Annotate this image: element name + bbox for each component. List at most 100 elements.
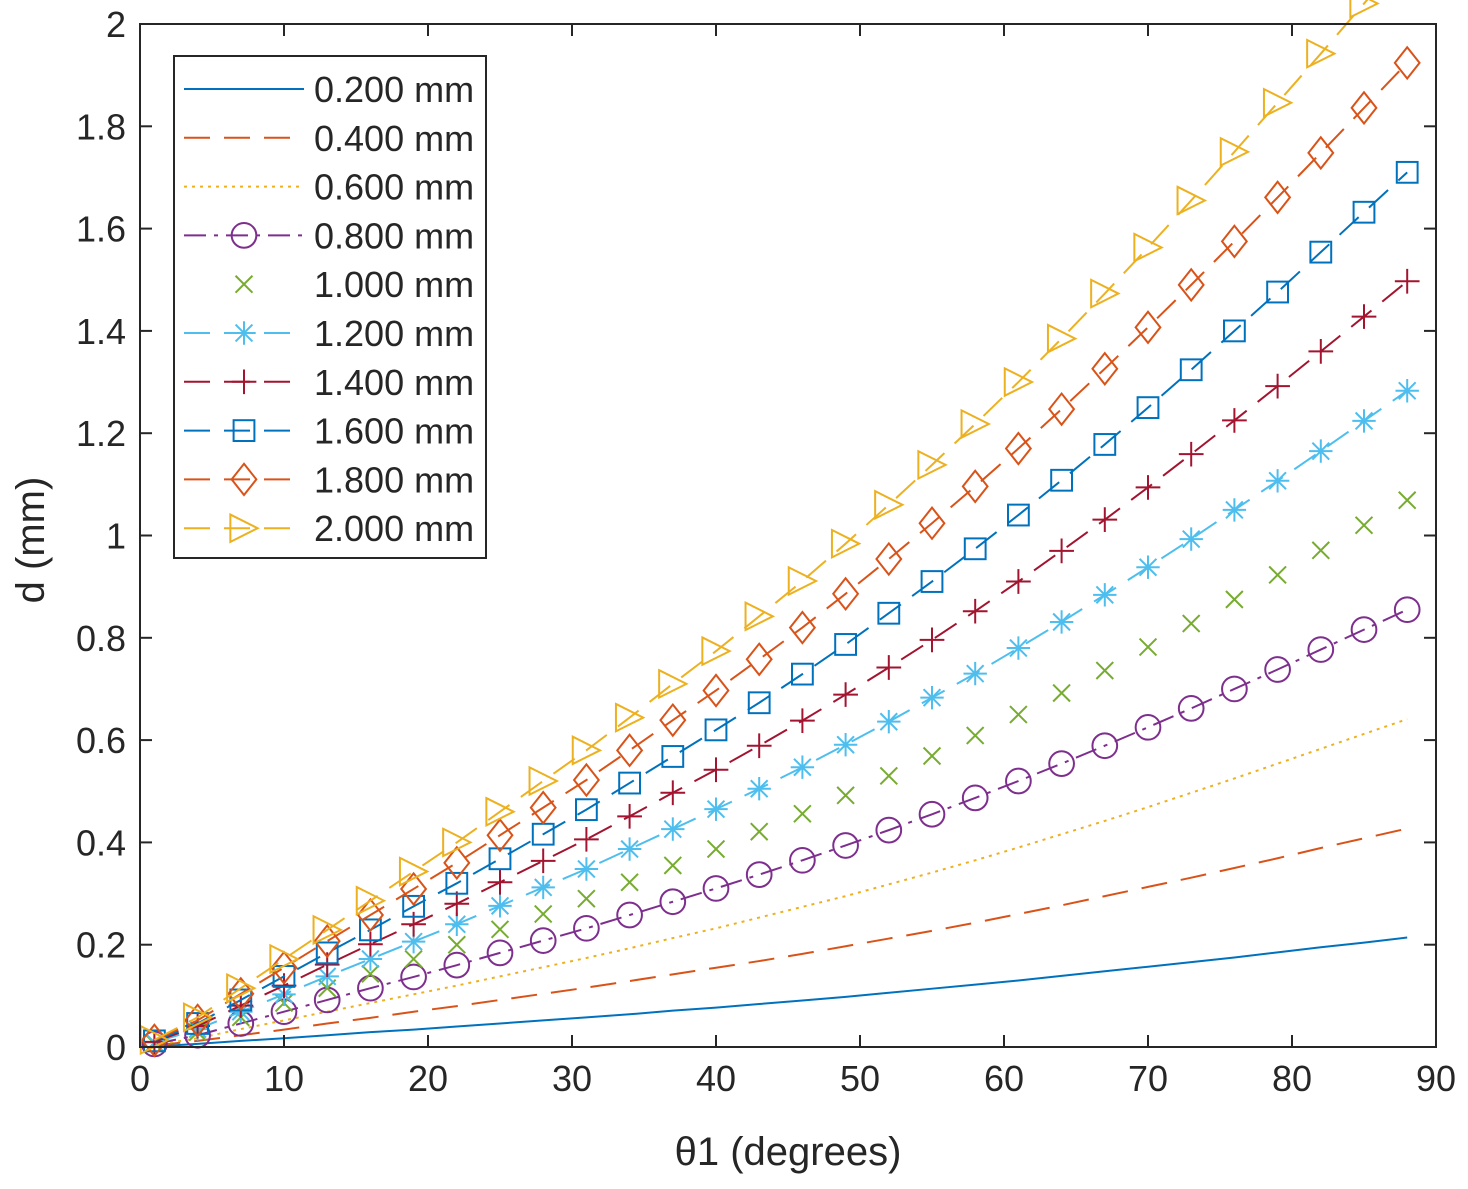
legend-entry: 0.800 mm [184,215,474,256]
legend-label: 1.600 mm [314,411,474,452]
data-point-x [1138,637,1158,657]
y-tick-label: 0.2 [76,925,126,966]
data-point-diamond [1134,310,1162,345]
data-point-star [1352,409,1376,433]
data-point-star [1395,379,1419,403]
data-point-circle [832,832,859,859]
data-point-x [1268,565,1287,585]
data-point-plus [530,848,556,874]
data-point-diamond [961,469,989,504]
data-point-circle [1264,656,1291,683]
data-point-circle [961,784,989,812]
data-point-star [704,797,728,821]
data-point-plus [703,757,729,783]
data-point-circle [230,222,258,249]
data-point-diamond [1220,224,1249,259]
data-point-square [920,570,944,593]
data-point-square [1395,160,1419,184]
data-point-circle [918,800,946,828]
data-point-x [1225,590,1244,609]
data-point-x [663,856,682,875]
data-point-plus [919,627,945,653]
data-point-diamond [788,610,817,645]
y-tick-label: 0.6 [76,720,126,761]
x-tick-label: 20 [408,1058,448,1099]
data-point-star [488,894,512,918]
data-point-star [1222,498,1247,522]
data-point-diamond [659,702,687,738]
data-point-circle [875,816,903,844]
x-axis-label: θ1 (degrees) [675,1130,902,1174]
x-tick-label: 60 [984,1058,1024,1099]
x-tick-label: 50 [840,1058,880,1099]
data-point-plus [962,598,988,624]
data-point-star [358,947,383,971]
data-point-diamond [1004,431,1033,466]
data-point-square [791,662,814,686]
data-point-diamond [572,762,601,798]
y-tick-label: 1.6 [76,209,126,250]
data-point-star [833,733,858,757]
data-point-circle [616,901,643,929]
x-tick-label: 80 [1272,1058,1312,1099]
series-line [154,389,1408,1044]
data-point-star [1309,439,1333,463]
data-point-circle [400,963,427,991]
data-point-square [575,798,598,822]
data-point-x [1182,614,1201,633]
series-line [154,827,1408,1047]
data-point-plus [876,655,902,680]
data-point-star [877,709,901,734]
data-point-circle [486,939,514,967]
data-point-plus [1222,408,1247,433]
data-point-x [1398,491,1417,510]
data-point-diamond [831,576,860,612]
y-tick-label: 0.8 [76,618,126,659]
data-point-square [1093,433,1117,456]
legend-entry: 1.200 mm [184,313,474,354]
data-point-triangle [182,1002,214,1033]
data-point-triangle [355,885,387,916]
x-tick-label: 90 [1416,1058,1456,1099]
data-point-triangle [571,735,603,766]
data-point-plus [231,369,257,395]
legend-label: 2.000 mm [314,508,474,549]
data-point-x [966,726,985,745]
data-point-circle [1350,616,1378,643]
legend-entry: 1.600 mm [184,411,474,452]
data-point-circle [789,846,816,874]
y-tick-label: 2 [106,4,126,45]
series-3 [154,718,1408,1046]
legend-entry: 0.200 mm [184,69,474,110]
data-point-triangle [528,765,560,797]
data-point-triangle [701,635,732,667]
data-point-triangle [485,796,516,827]
data-point-star [661,817,685,841]
data-point-circle [1393,596,1421,624]
data-point-square [1223,319,1246,343]
plot-area [139,0,1421,1058]
data-point-plus [833,682,858,707]
data-point-square [704,718,728,742]
y-axis-label: d (mm) [9,477,53,604]
data-point-x [534,904,553,924]
y-tick-label: 0 [106,1027,126,1068]
y-tick-label: 1.4 [76,311,126,352]
data-point-plus [617,803,642,829]
data-point-square [963,537,987,561]
data-point-x [793,804,812,823]
data-point-diamond [615,733,644,768]
data-point-triangle [1090,278,1121,309]
axes: 0 10 20 30 40 50 60 70 80 90 0 0.2 0.4 0.6 0.8 1 1.2 1.4 1… [76,4,1456,1099]
series-4 [141,596,1421,1058]
data-point-triangle [269,943,300,975]
data-point-x [836,786,855,805]
data-point-circle [659,888,687,916]
data-point-circle [357,974,384,1002]
data-point-x [1311,541,1330,560]
legend-label: 1.000 mm [314,264,474,305]
data-point-triangle [1003,366,1035,398]
data-point-square [445,871,469,895]
